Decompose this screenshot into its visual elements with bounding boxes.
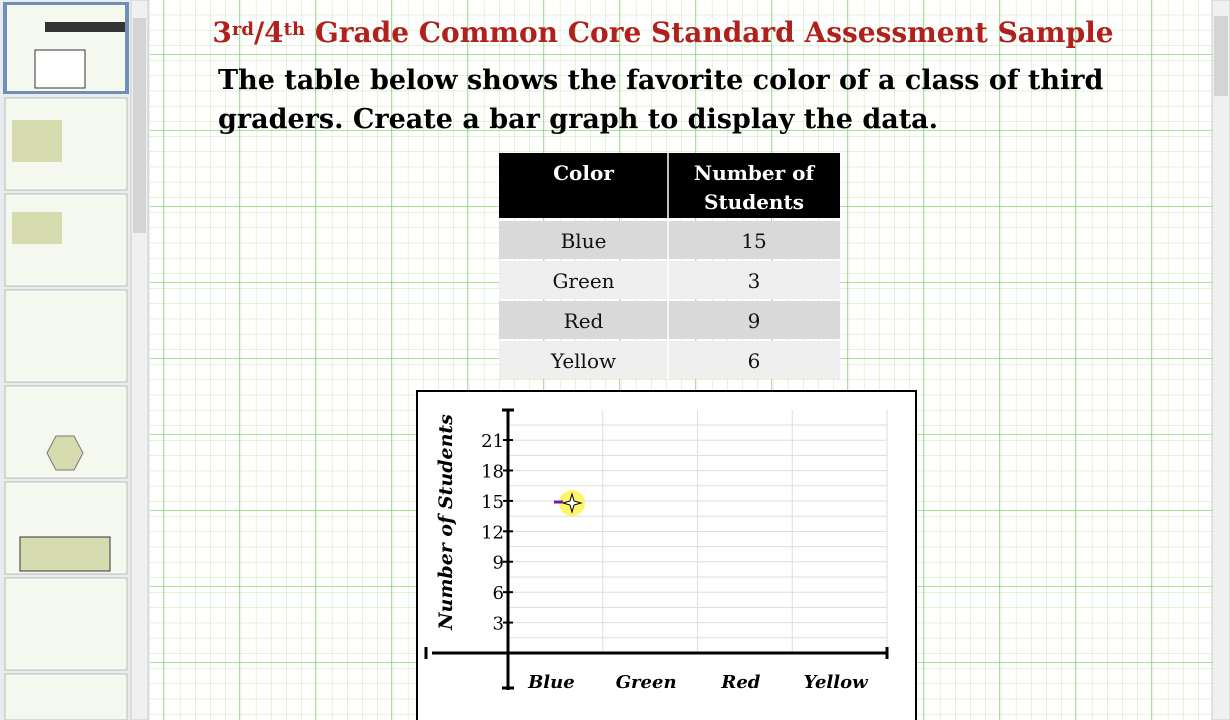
title: 3rd/4th Grade Common Core Standard Asses… [212,16,1113,49]
header-cell: Color [553,161,614,185]
superscript: rd [232,19,254,40]
thumbnail-table [19,536,111,572]
table-row [499,301,840,339]
thumbnail-box [12,212,62,244]
question-line: graders. Create a bar graph to display t… [218,104,938,135]
y-tick-label: 3 [493,614,504,635]
student-count: 6 [748,349,761,373]
scroll-thumb[interactable] [133,18,146,233]
category-label: Green [616,672,677,693]
header-cell: Number of Students [694,161,816,214]
category-label: Yellow [804,672,869,693]
color-name: Yellow [550,349,616,373]
thumbnail-table [45,22,125,32]
cursor-highlight [554,490,585,516]
title-part: Grade Common Core Standard Assessment Sa… [305,16,1114,49]
thumbnail-box [12,120,62,162]
thumbnail[interactable] [4,577,128,671]
color-name: Red [564,309,604,333]
main-scrollbar[interactable] [1211,0,1230,720]
question: The table below shows the favorite color… [218,65,1104,135]
category-label: Blue [527,672,575,693]
scroll-thumb[interactable] [1214,16,1228,96]
y-tick-label: 6 [493,583,504,604]
table-row [499,261,840,299]
student-count: 9 [748,309,761,333]
cursor [561,492,583,514]
table-row [499,221,840,259]
thumbnail-graph [34,49,86,89]
title-part: /4 [254,16,284,49]
thumbnail[interactable] [4,289,128,383]
thumbnails [3,2,129,720]
student-count: 15 [741,229,766,253]
y-tick-label: 18 [481,461,504,482]
student-count: 3 [748,269,761,293]
thumbnail-hexagon [46,435,84,471]
title-part: 3 [212,16,231,49]
y-tick-label: 15 [481,492,504,513]
table-row [499,341,840,379]
color-name: Green [552,269,614,293]
color-name: Blue [561,229,607,253]
table: Color Number of Students Blue 15 Green 3 Red 9 Ye… [499,153,840,379]
table-header [499,153,840,218]
y-tick-label: 12 [481,522,504,543]
question-line: The table below shows the favorite color… [218,65,1104,96]
graph: 3 6 9 12 15 18 21 Blue Green Red Yellow Number of S… [416,390,917,720]
y-tick-label: 21 [481,431,504,452]
thumbnail[interactable] [4,673,128,720]
category-label: Red [720,672,760,693]
graph-frame [416,390,917,720]
y-axis-label: Number of Students [435,414,457,631]
superscript: th [284,19,305,40]
y-tick-label: 9 [493,553,504,574]
